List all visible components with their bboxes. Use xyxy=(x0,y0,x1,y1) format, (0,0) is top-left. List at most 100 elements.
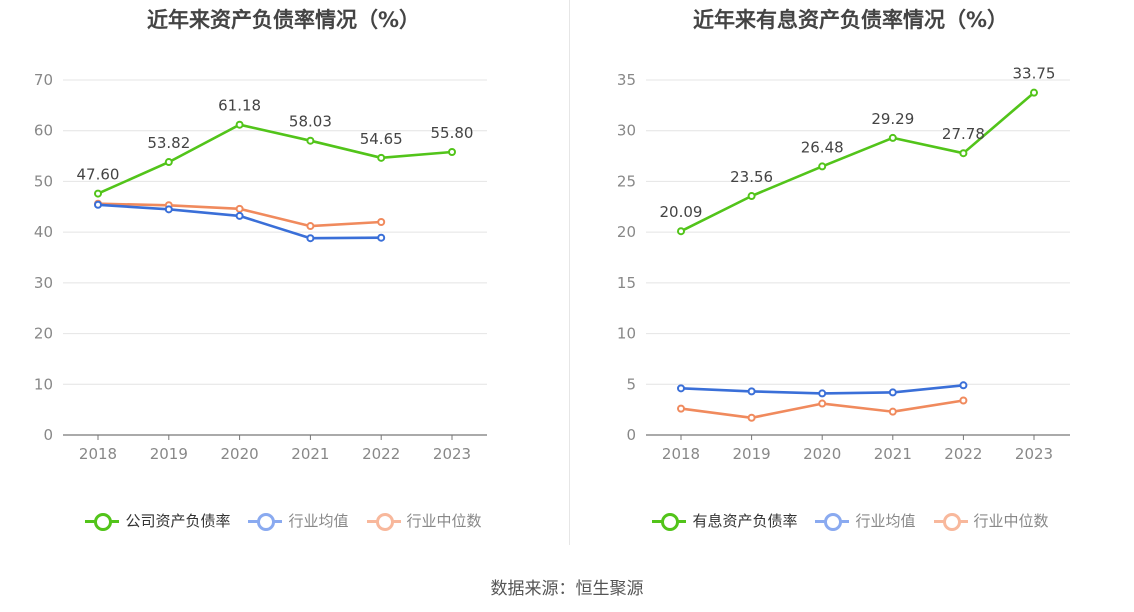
y-tick-label: 25 xyxy=(617,172,636,190)
data-point xyxy=(235,211,244,220)
series-line xyxy=(680,91,1035,233)
x-tick-label: 2022 xyxy=(362,445,400,463)
legend-marker-icon xyxy=(366,512,401,531)
y-tick-label: 20 xyxy=(34,325,53,343)
chart-title: 近年来资产负债率情况（%） xyxy=(146,8,421,32)
y-tick-label: 35 xyxy=(617,71,636,89)
data-point xyxy=(164,158,173,167)
legend-marker-icon xyxy=(85,512,120,531)
data-point xyxy=(306,222,315,231)
x-tick-label: 2019 xyxy=(150,445,188,463)
line-chart-interest-bearing-debt-ratio: 0 5 10 15 20 25 30 35 2018 2019 2020 2021 2022 2023 20… xyxy=(617,65,1070,463)
x-tick-label: 2021 xyxy=(874,445,912,463)
chart-legend: 公司资产负债率 行业均值 行业中位数 xyxy=(0,510,567,531)
legend-label: 行业中位数 xyxy=(406,512,482,530)
y-tick-label: 50 xyxy=(34,172,53,190)
legend-label: 有息资产负债率 xyxy=(692,512,798,530)
y-tick-label: 30 xyxy=(34,274,53,292)
data-source-note: 数据来源：恒生聚源 xyxy=(490,579,644,599)
data-label: 58.03 xyxy=(289,113,332,131)
data-point xyxy=(677,384,685,393)
data-label: 33.75 xyxy=(1013,65,1056,83)
line-chart-debt-ratio: 0 10 20 30 40 50 60 70 2018 2019 2020 2021 2022 2023 4… xyxy=(34,71,487,463)
legend-marker-icon xyxy=(933,512,968,531)
legend-marker-icon xyxy=(652,512,687,531)
data-point xyxy=(377,218,386,226)
data-point xyxy=(888,388,897,397)
x-tick-label: 2022 xyxy=(944,445,982,463)
y-tick-label: 60 xyxy=(34,122,53,140)
chart-legend: 有息资产负债率 行业均值 行业中位数 xyxy=(567,510,1134,531)
data-point xyxy=(235,120,244,129)
y-tick-label: 15 xyxy=(617,274,636,292)
data-label: 26.48 xyxy=(801,138,844,156)
data-point xyxy=(818,162,827,171)
chart-panel-debt-ratio: 近年来资产负债率情况（%） 0 10 20 30 40 50 60 70 2018 2019 202… xyxy=(0,0,567,560)
data-point xyxy=(94,189,102,198)
legend-label: 行业均值 xyxy=(288,512,349,530)
y-tick-label: 0 xyxy=(626,426,636,444)
x-tick-label: 2023 xyxy=(1015,445,1053,463)
data-label: 27.78 xyxy=(942,125,985,143)
x-tick-label: 2018 xyxy=(79,445,117,463)
data-point xyxy=(306,234,315,243)
chart-panel-interest-bearing-debt-ratio: 近年来有息资产负债率情况（%） 0 5 10 15 20 25 30 35 2018 2019 20… xyxy=(567,0,1134,560)
x-tick-label: 2020 xyxy=(221,445,259,463)
data-point xyxy=(677,227,685,236)
data-point xyxy=(959,396,968,405)
data-point xyxy=(306,136,315,145)
y-tick-label: 30 xyxy=(617,122,636,140)
data-point xyxy=(94,200,102,209)
data-point xyxy=(818,399,827,408)
data-label: 54.65 xyxy=(360,130,403,148)
data-point xyxy=(888,407,897,416)
legend-item[interactable]: 行业均值 xyxy=(248,510,349,531)
data-point xyxy=(377,153,386,162)
data-point xyxy=(959,149,968,158)
y-tick-label: 10 xyxy=(617,325,636,343)
y-tick-label: 70 xyxy=(34,71,53,89)
chart-title: 近年来有息资产负债率情况（%） xyxy=(692,8,1009,32)
data-label: 23.56 xyxy=(730,168,773,186)
y-tick-label: 40 xyxy=(34,223,53,241)
data-point xyxy=(818,389,827,398)
y-tick-label: 0 xyxy=(43,426,53,444)
data-point xyxy=(747,413,756,422)
data-label: 29.29 xyxy=(871,110,914,128)
data-point xyxy=(164,205,173,214)
legend-item[interactable]: 行业均值 xyxy=(815,510,916,531)
data-point xyxy=(747,192,756,201)
legend-marker-icon xyxy=(815,512,850,531)
legend-label: 行业均值 xyxy=(855,512,916,530)
data-point xyxy=(888,133,897,142)
legend-label: 行业中位数 xyxy=(973,512,1049,530)
data-point xyxy=(1030,88,1038,97)
x-tick-label: 2018 xyxy=(662,445,700,463)
legend-item[interactable]: 有息资产负债率 xyxy=(652,510,797,531)
x-tick-label: 2020 xyxy=(803,445,841,463)
x-tick-label: 2023 xyxy=(433,445,471,463)
series-line xyxy=(97,123,453,195)
data-label: 47.60 xyxy=(77,166,120,184)
legend-marker-icon xyxy=(248,512,283,531)
data-point xyxy=(677,404,685,413)
data-point xyxy=(747,387,756,396)
legend-item[interactable]: 行业中位数 xyxy=(366,510,482,531)
y-tick-label: 10 xyxy=(34,375,53,393)
legend-item[interactable]: 行业中位数 xyxy=(933,510,1049,531)
legend-label: 公司资产负债率 xyxy=(125,512,231,530)
panel-divider xyxy=(569,0,570,545)
data-label: 20.09 xyxy=(660,203,703,221)
data-point xyxy=(377,233,386,242)
legend-item[interactable]: 公司资产负债率 xyxy=(85,510,230,531)
y-tick-label: 5 xyxy=(626,375,636,393)
data-point xyxy=(235,204,244,213)
data-point xyxy=(448,148,456,157)
data-label: 55.80 xyxy=(431,124,474,142)
data-label: 53.82 xyxy=(147,134,190,152)
x-tick-label: 2021 xyxy=(291,445,329,463)
data-point xyxy=(959,381,968,390)
y-tick-label: 20 xyxy=(617,223,636,241)
x-tick-label: 2019 xyxy=(733,445,771,463)
data-label: 61.18 xyxy=(218,97,261,115)
